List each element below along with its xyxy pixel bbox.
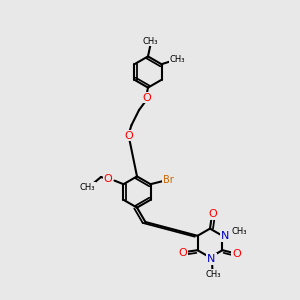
Text: O: O [208,209,217,219]
Text: O: O [232,249,241,259]
Text: N: N [221,231,230,241]
Text: O: O [178,248,187,258]
Text: O: O [142,92,151,103]
Text: Br: Br [163,175,173,185]
Text: CH₃: CH₃ [80,183,95,192]
Text: CH₃: CH₃ [232,227,247,236]
Text: CH₃: CH₃ [143,37,158,46]
Text: CH₃: CH₃ [205,270,221,279]
Text: CH₃: CH₃ [170,56,185,64]
Text: N: N [207,254,216,264]
Text: O: O [103,174,112,184]
Text: O: O [125,130,134,141]
